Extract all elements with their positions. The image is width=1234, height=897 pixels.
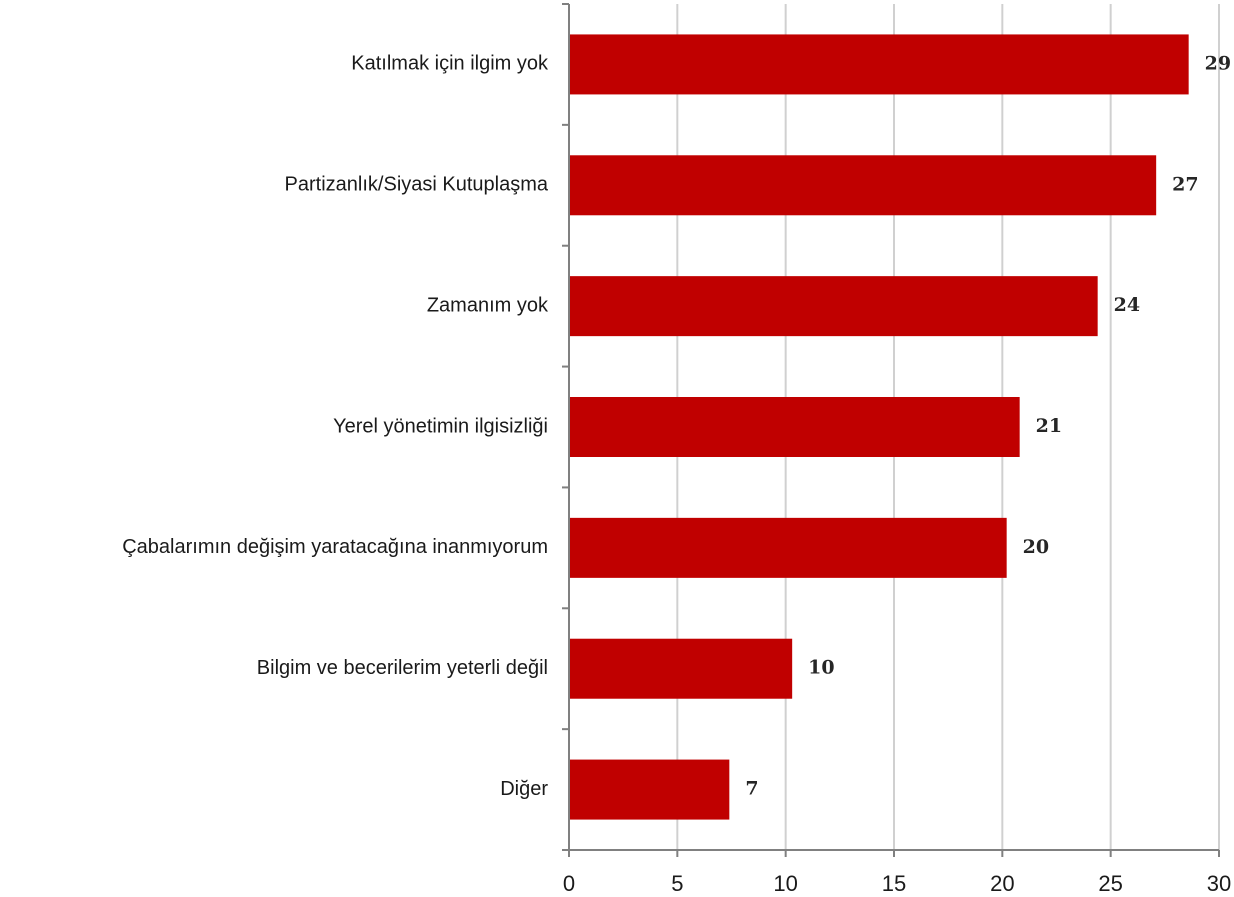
data-label: 29 [1205,52,1231,74]
bar [569,397,1020,457]
data-label: 7 [745,778,758,800]
bar [569,759,730,820]
x-tick-label: 30 [1207,871,1231,896]
y-tick-label: Yerel yönetimin ilgisizliği [333,415,548,437]
bar [569,517,1007,578]
y-tick-label: Bilgim ve becerilerim yeterli değil [257,657,548,679]
data-label: 24 [1114,294,1140,316]
y-tick-label: Diğer [500,778,548,800]
x-tick-label: 15 [882,871,906,896]
y-tick-label: Katılmak için ilgim yok [351,53,549,75]
y-tick-label: Zamanım yok [427,294,549,316]
y-tick-label: Çabalarımın değişim yaratacağına inanmıy… [122,536,548,558]
bar [569,155,1157,216]
data-label: 20 [1023,536,1049,558]
y-tick-label: Partizanlık/Siyasi Kutuplaşma [285,174,549,196]
bar [569,276,1098,337]
data-label: 27 [1172,173,1198,195]
x-tick-label: 0 [563,871,575,896]
data-label: 21 [1036,415,1062,437]
x-tick-label: 20 [990,871,1014,896]
x-tick-label: 10 [773,871,797,896]
data-label: 10 [808,657,834,679]
x-tick-label: 25 [1098,871,1122,896]
bar [569,34,1189,95]
bar [569,638,793,699]
x-tick-label: 5 [671,871,683,896]
